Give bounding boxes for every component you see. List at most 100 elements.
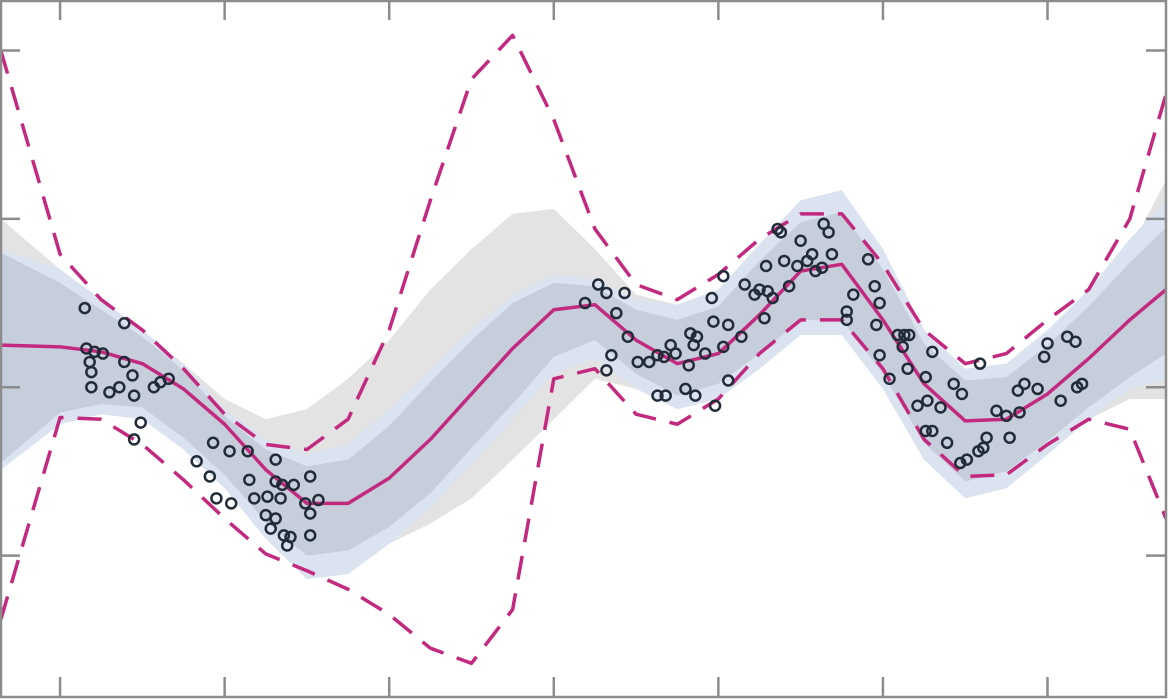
data-point xyxy=(274,492,287,505)
data-point xyxy=(771,222,784,236)
data-point xyxy=(898,328,911,342)
data-point xyxy=(578,296,592,310)
data-point xyxy=(873,296,886,310)
data-point xyxy=(103,386,116,399)
data-point xyxy=(1075,377,1089,391)
data-point xyxy=(312,493,325,507)
data-point xyxy=(1000,409,1013,423)
data-point xyxy=(794,234,807,248)
data-point xyxy=(669,347,682,360)
data-point xyxy=(738,278,751,291)
data-point xyxy=(127,389,141,402)
data-point xyxy=(618,286,631,300)
data-point xyxy=(721,374,735,387)
data-point xyxy=(243,473,256,487)
data-point xyxy=(113,380,126,394)
data-point xyxy=(940,436,954,450)
data-point xyxy=(659,389,672,402)
data-point xyxy=(774,226,788,239)
data-point xyxy=(85,380,98,394)
data-point xyxy=(903,328,916,342)
data-point xyxy=(127,433,141,446)
data-point xyxy=(85,365,98,379)
data-point xyxy=(126,369,139,382)
data-point xyxy=(921,394,934,407)
data-point xyxy=(223,444,236,458)
data-point xyxy=(1018,377,1031,391)
data-point xyxy=(303,529,317,542)
data-point xyxy=(261,490,274,503)
data-point xyxy=(96,347,110,360)
data-point xyxy=(707,315,720,328)
data-point xyxy=(926,424,939,438)
data-point xyxy=(947,377,960,391)
data-point xyxy=(980,431,993,444)
data-point xyxy=(873,348,886,362)
data-point xyxy=(870,318,883,332)
data-point xyxy=(753,283,766,296)
data-point xyxy=(791,259,804,273)
data-point xyxy=(88,345,101,359)
data-point xyxy=(287,478,301,492)
data-point xyxy=(721,318,735,332)
data-point xyxy=(955,387,969,401)
data-point xyxy=(990,404,1003,418)
data-point xyxy=(1069,335,1082,349)
data-point xyxy=(78,301,92,315)
data-point xyxy=(934,401,947,414)
data-point xyxy=(777,254,791,268)
bound-line xyxy=(2,318,1165,666)
data-point xyxy=(758,311,771,325)
data-point xyxy=(118,355,131,369)
data-point xyxy=(840,305,853,318)
data-point xyxy=(303,507,317,520)
data-point xyxy=(805,247,819,261)
data-point xyxy=(621,330,635,343)
data-point xyxy=(605,348,618,362)
data-point xyxy=(264,522,277,535)
data-point xyxy=(299,497,312,510)
data-point xyxy=(651,348,664,362)
data-point xyxy=(815,261,829,274)
data-point xyxy=(206,436,220,450)
data-point xyxy=(822,226,835,239)
data-point xyxy=(1011,384,1025,397)
data-point xyxy=(162,372,175,386)
data-point xyxy=(1031,382,1044,396)
data-point xyxy=(973,357,987,370)
data-point xyxy=(926,345,939,359)
data-point xyxy=(118,316,131,330)
data-point xyxy=(891,328,904,342)
data-point xyxy=(210,492,223,505)
data-point xyxy=(203,470,217,483)
data-point xyxy=(868,279,881,293)
data-point xyxy=(248,492,261,505)
data-point xyxy=(717,269,730,283)
data-point xyxy=(1054,394,1067,407)
data-point xyxy=(735,330,748,343)
data-point xyxy=(269,475,282,488)
data-point xyxy=(708,399,722,412)
data-point xyxy=(861,253,875,266)
data-point xyxy=(1003,431,1016,444)
data-point xyxy=(901,362,914,375)
data-point xyxy=(896,340,909,354)
data-point xyxy=(911,399,924,412)
data-point xyxy=(847,288,860,301)
data-point xyxy=(919,370,932,384)
data-point xyxy=(631,355,644,369)
mean-line xyxy=(2,262,1165,506)
bound-line xyxy=(2,33,1165,452)
plot-area xyxy=(2,33,1165,666)
data-point xyxy=(766,291,779,305)
band xyxy=(2,212,1165,556)
data-point xyxy=(241,444,254,458)
data-point xyxy=(1037,350,1051,364)
data-point xyxy=(1013,406,1026,419)
data-point xyxy=(825,247,839,261)
data-point xyxy=(303,470,317,483)
data-point xyxy=(705,291,719,305)
data-point xyxy=(883,372,896,386)
